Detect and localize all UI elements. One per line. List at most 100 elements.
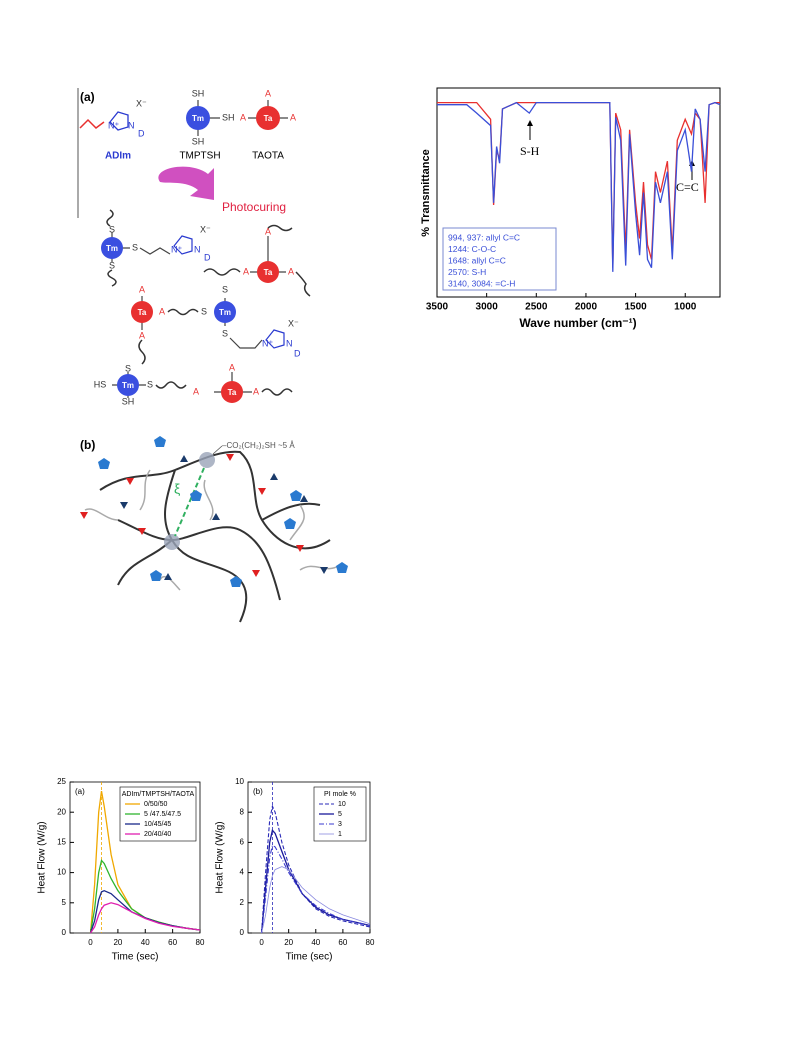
x-axis-label: Wave number (cm⁻¹) [519,316,636,330]
series-line [261,844,371,934]
y-axis-label: % Transmittance [420,149,432,236]
dangling-chain [289,504,305,541]
legend-label: 5 /47.5/47.5 [144,811,181,818]
plot-frame [247,781,371,934]
node-label: Ta [138,308,147,317]
linker [139,247,171,255]
atom: A [229,362,235,372]
y-tick-label: 5 [62,898,67,907]
atom: N⁺ [171,244,182,254]
counterion: X⁻ [136,98,147,108]
dangling-chain [139,469,151,511]
atom: A [265,226,271,236]
imidazolium [109,111,129,131]
y-tick-label: 2 [240,898,245,907]
y-tick-label: 8 [240,807,245,816]
node-label: Ta [228,388,237,397]
network-strand [164,469,248,623]
chain [261,388,293,396]
imidazolium [173,235,193,255]
node-label: Tm [219,308,231,317]
annotation: S-H [520,144,540,158]
x-tick-label: 0 [259,938,264,947]
network: (b) ξ –CO₂(CH₂)₂SH ~5 Å [80,436,348,623]
annotation: C=C [676,180,699,194]
atom: A [290,112,296,122]
y-tick-label: 15 [57,838,66,847]
network-strand [261,502,321,521]
x-tick-label: 3000 [476,302,499,313]
atom: S [222,328,228,338]
y-tick-label: 25 [57,777,66,786]
x-tick-label: 80 [196,938,205,947]
atom: SH [222,112,235,122]
x-tick-label: 2500 [525,302,548,313]
legend-label: 3 [338,821,342,828]
atom: SH [122,396,135,406]
atom: SH [192,136,205,146]
atom: A [139,330,145,340]
legend-title: ADIm/TMPTSH/TAOTA [122,791,195,798]
chain [107,269,117,287]
counterion: X⁻ [288,318,299,328]
atom: SH [192,88,205,98]
ta-node [221,381,243,403]
ta-node [131,301,153,323]
dangling-chain [203,479,214,521]
atom: A [243,266,249,276]
y-axis-label: Heat Flow (W/g) [37,821,48,893]
chain [106,209,114,227]
atom: D [294,348,301,358]
atom: N [194,244,201,254]
compound-name: TAOTA [252,151,284,162]
x-tick-label: 20 [284,938,293,947]
y-tick-label: 6 [240,838,245,847]
node-label: Ta [264,268,273,277]
legend-label: 5 [338,811,342,818]
chain [295,271,311,297]
panel-label: (b) [253,787,263,796]
ta-node [257,261,279,283]
x-tick-label: 1000 [674,302,697,313]
node-label: Ta [264,114,273,123]
atom: A [288,266,294,276]
triangles-red [80,454,304,577]
note-text: 994, 937: allyl C=C [448,232,520,242]
legend-label: 1 [338,831,342,838]
legend-label: 20/40/40 [144,831,171,838]
y-tick-label: 0 [62,928,67,937]
x-tick-label: 60 [338,938,347,947]
atom: N⁺ [262,338,273,348]
series-line [261,804,371,934]
x-tick-label: 2000 [575,302,598,313]
node-label: Tm [192,114,204,123]
note-text: 3140, 3084: =C-H [448,278,515,288]
group-label: –CO₂(CH₂)₂SH ~5 Å [222,441,295,450]
note-text: 1648: allyl C=C [448,255,506,265]
x-axis-label: Time (sec) [286,952,333,963]
ir-chart: % Transmittance Wave number (cm⁻¹) S-H C… [420,120,699,330]
y-axis-label: Heat Flow (W/g) [215,821,226,893]
network-strand [117,519,281,601]
x-tick-label: 60 [168,938,177,947]
atom: A [265,88,271,98]
tm-node [101,237,123,259]
node-label: Tm [106,244,118,253]
series-line [437,101,721,272]
series-line [261,866,371,934]
scheme: (a) N⁺ N X⁻ D ADIm Tm SH SH SH TMPTSH Ta… [77,88,311,406]
legend-label: 10 [338,801,346,808]
atom: S [109,224,115,234]
atom: N [128,120,135,130]
panel-label: (a) [80,90,95,104]
x-tick-label: 80 [366,938,375,947]
x-tick-label: 20 [113,938,122,947]
crosslink [164,534,180,550]
chain [167,308,199,316]
y-tick-label: 10 [235,777,244,786]
counterion: X⁻ [200,224,211,234]
y-tick-label: 10 [57,868,66,877]
compound-name: ADIm [105,151,131,162]
